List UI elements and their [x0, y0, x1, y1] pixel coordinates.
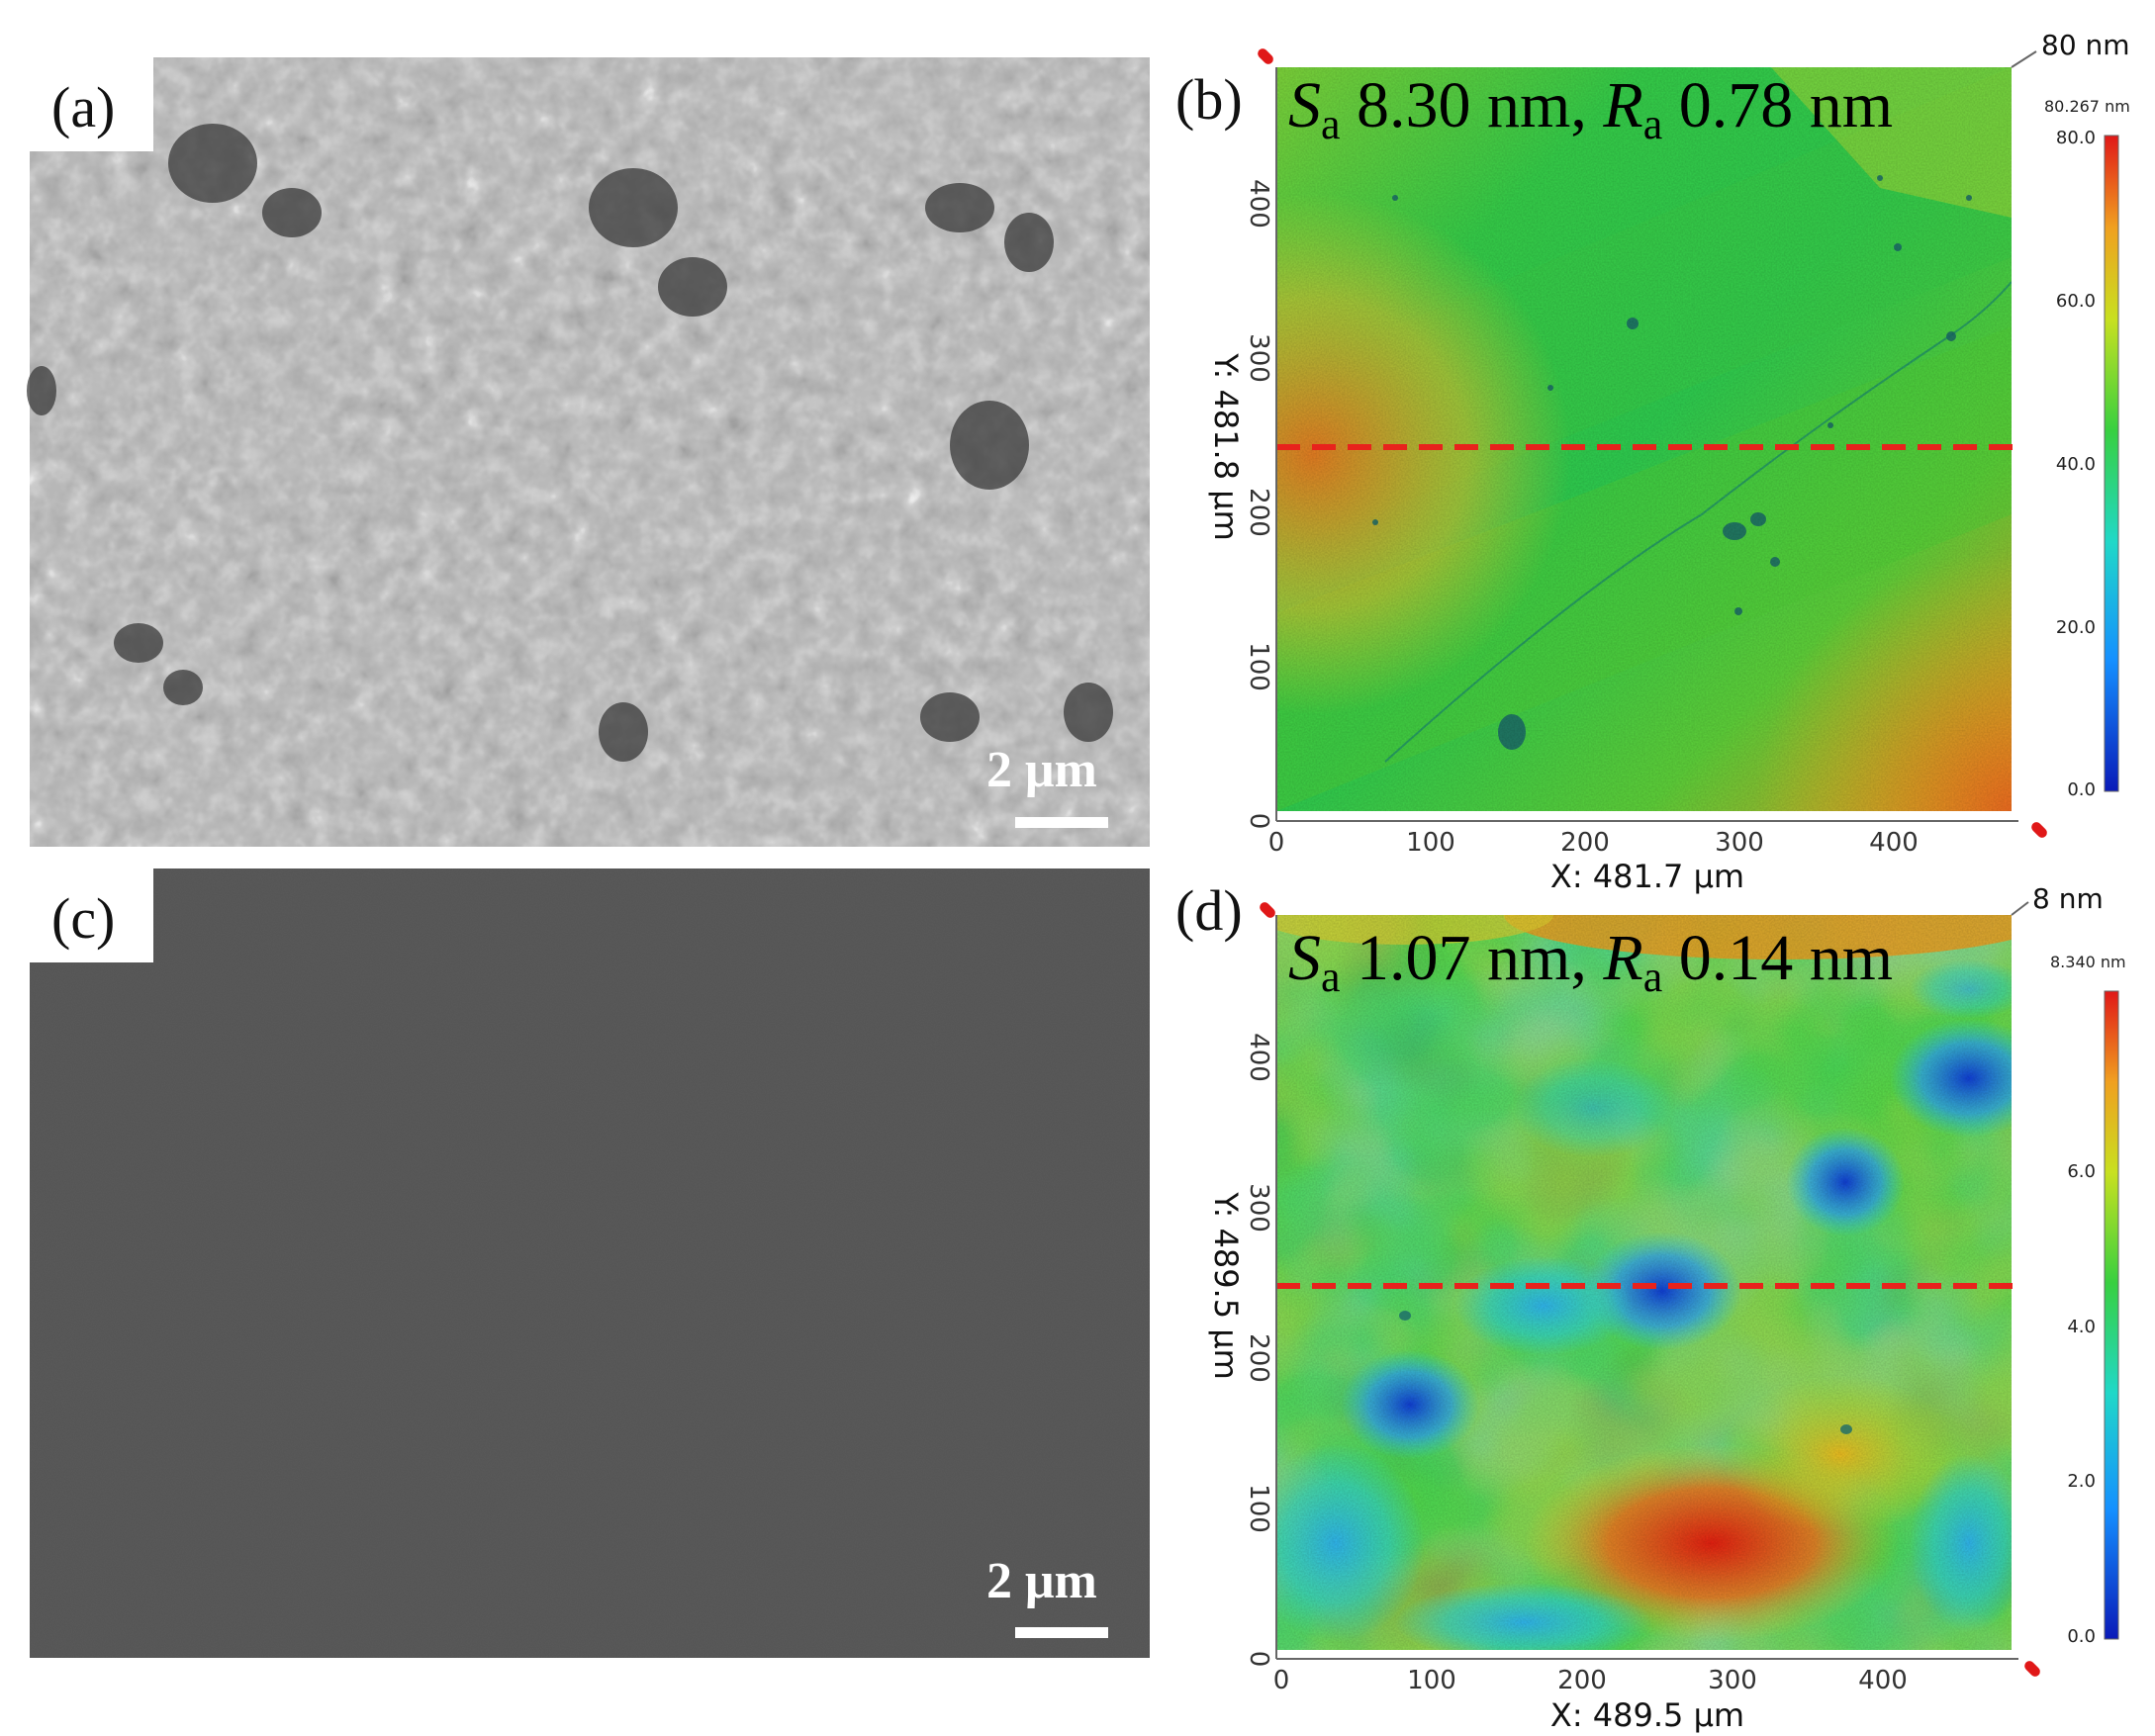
- ra-subscript: a: [1643, 100, 1663, 148]
- roughness-label: Sa 8.30 nm, Ra 0.78 nm: [1288, 69, 1893, 148]
- scale-bar-label: 2 μm: [986, 1553, 1097, 1609]
- scale-bar: [1015, 1627, 1108, 1638]
- colorbar-tick-label: 0.0: [2067, 779, 2096, 800]
- axes-d: [1275, 915, 2018, 1660]
- y-ticks-b: 0 100 200 300 400: [1244, 179, 1273, 829]
- corner-marker: [1260, 902, 1275, 918]
- sa-subscript: a: [1321, 953, 1341, 1001]
- x-tick-label: 200: [1557, 1666, 1607, 1695]
- colorbar-tick-label: 6.0: [2067, 1161, 2096, 1182]
- sa-symbol: S: [1288, 922, 1321, 994]
- y-tick-label: 400: [1244, 1033, 1273, 1082]
- panel-label: (a): [51, 75, 115, 139]
- sa-value: 1.07 nm,: [1341, 922, 1604, 994]
- colorbar-tick-label: 20.0: [2056, 617, 2096, 638]
- x-tick-label: 100: [1407, 1666, 1456, 1695]
- z-height-label: 80 nm: [2041, 29, 2130, 61]
- scale-bar: [1015, 817, 1108, 828]
- corner-marker: [2031, 822, 2047, 838]
- colorbar: [2104, 135, 2119, 792]
- sa-value: 8.30 nm,: [1341, 69, 1604, 141]
- x-ticks-d: 0 100 200 300 400: [1273, 1666, 1908, 1695]
- panel-label: (c): [51, 886, 115, 951]
- sa-symbol: S: [1288, 69, 1321, 141]
- y-tick-label: 400: [1244, 179, 1273, 228]
- colorbar-tick-label: 4.0: [2067, 1317, 2096, 1337]
- colorbar-max-label: 8.340 nm: [2050, 953, 2126, 971]
- y-tick-label: 200: [1244, 1333, 1273, 1383]
- x-tick-label: 300: [1708, 1666, 1757, 1695]
- z-height-label: 8 nm: [2032, 882, 2104, 915]
- ra-symbol: R: [1602, 922, 1642, 994]
- panel-label: (d): [1175, 878, 1243, 943]
- panel-label-bg: [30, 57, 153, 151]
- sa-subscript: a: [1321, 100, 1341, 148]
- height-map-b: [1276, 67, 2012, 811]
- ra-value: 0.14 nm: [1662, 922, 1893, 994]
- y-tick-label: 0: [1244, 1651, 1273, 1668]
- y-ticks-d: 0 100 200 300 400: [1244, 1033, 1273, 1667]
- y-tick-label: 0: [1244, 813, 1273, 830]
- colorbar-tick-label: 80.0: [2056, 128, 2096, 148]
- x-tick-label: 300: [1715, 828, 1764, 858]
- y-tick-label: 100: [1244, 1484, 1273, 1533]
- z-leader-line: [2011, 50, 2037, 68]
- panel-label: (b): [1175, 67, 1243, 132]
- colorbar-ticks-b: 80.0 60.0 40.0 20.0 0.0: [2056, 128, 2096, 800]
- panel-d: (d): [1175, 878, 2126, 1734]
- panel-b: (b): [1175, 29, 2130, 895]
- axes-b: [1275, 67, 2018, 822]
- roughness-label: Sa 1.07 nm, Ra 0.14 nm: [1288, 922, 1893, 1001]
- y-tick-label: 300: [1244, 1183, 1273, 1233]
- colorbar-tick-label: 40.0: [2056, 454, 2096, 475]
- x-ticks-b: 0 100 200 300 400: [1268, 828, 1919, 858]
- colorbar: [2104, 990, 2119, 1640]
- height-map-d: [1276, 915, 2012, 1650]
- panel-label-bg: [30, 868, 153, 962]
- x-tick-label: 100: [1406, 828, 1455, 858]
- colorbar-tick-label: 2.0: [2067, 1471, 2096, 1492]
- y-tick-label: 200: [1244, 488, 1273, 537]
- corner-marker: [1258, 48, 1273, 64]
- x-tick-label: 200: [1560, 828, 1610, 858]
- colorbar-tick-label: 0.0: [2067, 1626, 2096, 1647]
- panel-c: (c) 2 μm: [30, 868, 1150, 1658]
- y-axis-title: Y: 489.5 μm: [1207, 1191, 1245, 1380]
- sem-smooth-grain: [30, 868, 1150, 1658]
- colorbar-max-label: 80.267 nm: [2044, 97, 2130, 116]
- x-tick-label: 400: [1858, 1666, 1908, 1695]
- ra-symbol: R: [1602, 69, 1642, 141]
- z-leader-line: [2011, 901, 2029, 916]
- corner-marker: [2024, 1661, 2040, 1677]
- y-tick-label: 300: [1244, 333, 1273, 383]
- y-axis-title: Y: 481.8 μm: [1207, 352, 1245, 541]
- x-tick-label: 0: [1268, 828, 1285, 858]
- scale-bar-label: 2 μm: [986, 742, 1097, 798]
- colorbar-ticks-d: 6.0 4.0 2.0 0.0: [2067, 1161, 2096, 1647]
- ra-subscript: a: [1643, 953, 1663, 1001]
- colorbar-tick-label: 60.0: [2056, 291, 2096, 312]
- x-tick-label: 400: [1869, 828, 1919, 858]
- panel-a: (a) 2 μm: [27, 57, 1150, 847]
- x-axis-title: X: 489.5 μm: [1550, 1696, 1744, 1734]
- x-axis-title: X: 481.7 μm: [1550, 858, 1744, 895]
- ra-value: 0.78 nm: [1662, 69, 1893, 141]
- y-tick-label: 100: [1244, 642, 1273, 691]
- sem-dark-pits: [27, 124, 1113, 762]
- x-tick-label: 0: [1273, 1666, 1290, 1695]
